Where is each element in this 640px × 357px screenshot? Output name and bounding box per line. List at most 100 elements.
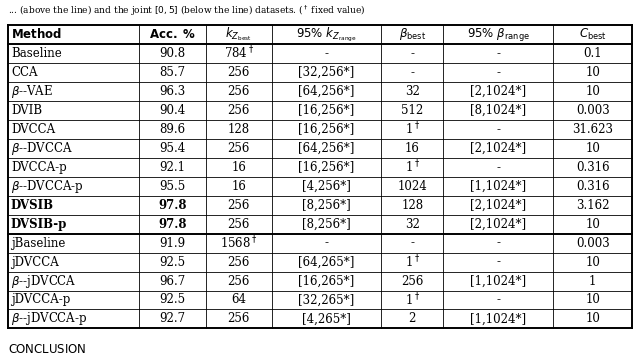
Text: [32,256*]: [32,256*]: [298, 66, 355, 79]
Text: 97.8: 97.8: [158, 198, 186, 212]
Text: 95.5: 95.5: [159, 180, 185, 193]
Text: 96.7: 96.7: [159, 275, 185, 287]
Text: DVSIB-p: DVSIB-p: [11, 218, 67, 231]
Text: $\beta$--jDVCCA-p: $\beta$--jDVCCA-p: [11, 311, 87, 327]
Text: [64,256*]: [64,256*]: [298, 85, 355, 98]
Text: 0.003: 0.003: [576, 104, 609, 117]
Text: 128: 128: [401, 198, 424, 212]
Text: [1,1024*]: [1,1024*]: [470, 312, 526, 326]
Text: 16: 16: [231, 161, 246, 174]
Text: 92.5: 92.5: [159, 293, 185, 307]
Text: -: -: [496, 161, 500, 174]
Text: 89.6: 89.6: [159, 123, 185, 136]
Text: -: -: [496, 47, 500, 60]
Text: $\beta$--DVCCA-p: $\beta$--DVCCA-p: [11, 178, 84, 195]
Text: [32,265*]: [32,265*]: [298, 293, 355, 307]
Text: [2,1024*]: [2,1024*]: [470, 142, 526, 155]
Text: 128: 128: [228, 123, 250, 136]
Text: 0.316: 0.316: [576, 161, 609, 174]
Text: 1: 1: [589, 275, 596, 287]
Text: -: -: [496, 123, 500, 136]
Text: 10: 10: [585, 66, 600, 79]
Text: 3.162: 3.162: [576, 198, 609, 212]
Text: 91.9: 91.9: [159, 237, 185, 250]
Text: 256: 256: [227, 198, 250, 212]
Text: DVCCA-p: DVCCA-p: [11, 161, 67, 174]
Text: $\beta$--VAE: $\beta$--VAE: [11, 83, 53, 100]
Text: -: -: [410, 66, 414, 79]
Text: 92.1: 92.1: [159, 161, 185, 174]
Text: $\beta_\mathrm{best}$: $\beta_\mathrm{best}$: [399, 26, 426, 42]
Text: 10: 10: [585, 256, 600, 268]
Text: 1$^\dagger$: 1$^\dagger$: [404, 292, 420, 308]
Text: 256: 256: [227, 104, 250, 117]
Text: $\beta$--DVCCA: $\beta$--DVCCA: [11, 140, 73, 157]
Text: -: -: [410, 47, 414, 60]
Text: -: -: [496, 293, 500, 307]
Text: 256: 256: [227, 275, 250, 287]
Text: [16,256*]: [16,256*]: [298, 123, 355, 136]
Text: 92.5: 92.5: [159, 256, 185, 268]
Text: jDVCCA: jDVCCA: [11, 256, 59, 268]
Text: $\mathbf{Method}$: $\mathbf{Method}$: [11, 27, 62, 41]
Text: 0.003: 0.003: [576, 237, 609, 250]
Text: [4,256*]: [4,256*]: [302, 180, 351, 193]
Text: 31.623: 31.623: [572, 123, 613, 136]
Text: [8,1024*]: [8,1024*]: [470, 104, 526, 117]
Text: $\mathbf{Acc.\ \%}$: $\mathbf{Acc.\ \%}$: [148, 28, 196, 41]
Text: [16,256*]: [16,256*]: [298, 161, 355, 174]
Text: $\beta$--jDVCCA: $\beta$--jDVCCA: [11, 272, 76, 290]
Text: [1,1024*]: [1,1024*]: [470, 180, 526, 193]
Text: [8,256*]: [8,256*]: [302, 218, 351, 231]
Text: [2,1024*]: [2,1024*]: [470, 218, 526, 231]
Text: 10: 10: [585, 85, 600, 98]
Text: ... (above the line) and the joint $[0,5]$ (below the line) datasets. ($^\dagger: ... (above the line) and the joint $[0,5…: [8, 4, 365, 18]
Text: 256: 256: [401, 275, 424, 287]
Text: 92.7: 92.7: [159, 312, 185, 326]
Text: 2: 2: [408, 312, 416, 326]
Text: 10: 10: [585, 293, 600, 307]
Text: [16,265*]: [16,265*]: [298, 275, 355, 287]
Text: 96.3: 96.3: [159, 85, 185, 98]
Text: 97.8: 97.8: [158, 218, 186, 231]
Text: [4,265*]: [4,265*]: [302, 312, 351, 326]
Text: 784$^\dagger$: 784$^\dagger$: [223, 45, 253, 62]
Text: 0.316: 0.316: [576, 180, 609, 193]
Text: 256: 256: [227, 66, 250, 79]
Text: 32: 32: [405, 85, 420, 98]
Text: 1568$^\dagger$: 1568$^\dagger$: [220, 235, 257, 251]
Text: [8,256*]: [8,256*]: [302, 198, 351, 212]
Text: [1,1024*]: [1,1024*]: [470, 275, 526, 287]
Text: 256: 256: [227, 85, 250, 98]
Text: -: -: [496, 66, 500, 79]
Text: $k_{Z_\mathrm{best}}$: $k_{Z_\mathrm{best}}$: [225, 26, 252, 43]
Text: $C_\mathrm{best}$: $C_\mathrm{best}$: [579, 27, 607, 42]
Text: -: -: [410, 237, 414, 250]
Text: 32: 32: [405, 218, 420, 231]
Text: [2,1024*]: [2,1024*]: [470, 85, 526, 98]
Text: $\mathrm{C}_{\!}\mathrm{ONCLUSION}$: $\mathrm{C}_{\!}\mathrm{ONCLUSION}$: [8, 341, 86, 354]
Text: 512: 512: [401, 104, 424, 117]
Text: 256: 256: [227, 142, 250, 155]
Text: $95\%\ \beta_\mathrm{range}$: $95\%\ \beta_\mathrm{range}$: [467, 26, 530, 43]
Text: 16: 16: [405, 142, 420, 155]
Text: 256: 256: [227, 312, 250, 326]
Text: 1$^\dagger$: 1$^\dagger$: [404, 159, 420, 176]
Text: jBaseline: jBaseline: [11, 237, 65, 250]
Text: $95\%\ k_{Z_\mathrm{range}}$: $95\%\ k_{Z_\mathrm{range}}$: [296, 25, 357, 44]
Text: 16: 16: [231, 180, 246, 193]
Text: 0.1: 0.1: [584, 47, 602, 60]
Text: Baseline: Baseline: [11, 47, 61, 60]
Text: 90.8: 90.8: [159, 47, 185, 60]
Text: 10: 10: [585, 312, 600, 326]
Text: 256: 256: [227, 256, 250, 268]
Text: 256: 256: [227, 218, 250, 231]
Text: CCA: CCA: [11, 66, 37, 79]
Text: 90.4: 90.4: [159, 104, 185, 117]
Text: 1$^\dagger$: 1$^\dagger$: [404, 254, 420, 270]
Text: -: -: [324, 47, 328, 60]
Text: DVIB: DVIB: [11, 104, 42, 117]
Text: 85.7: 85.7: [159, 66, 185, 79]
Text: [64,256*]: [64,256*]: [298, 142, 355, 155]
Text: [2,1024*]: [2,1024*]: [470, 198, 526, 212]
